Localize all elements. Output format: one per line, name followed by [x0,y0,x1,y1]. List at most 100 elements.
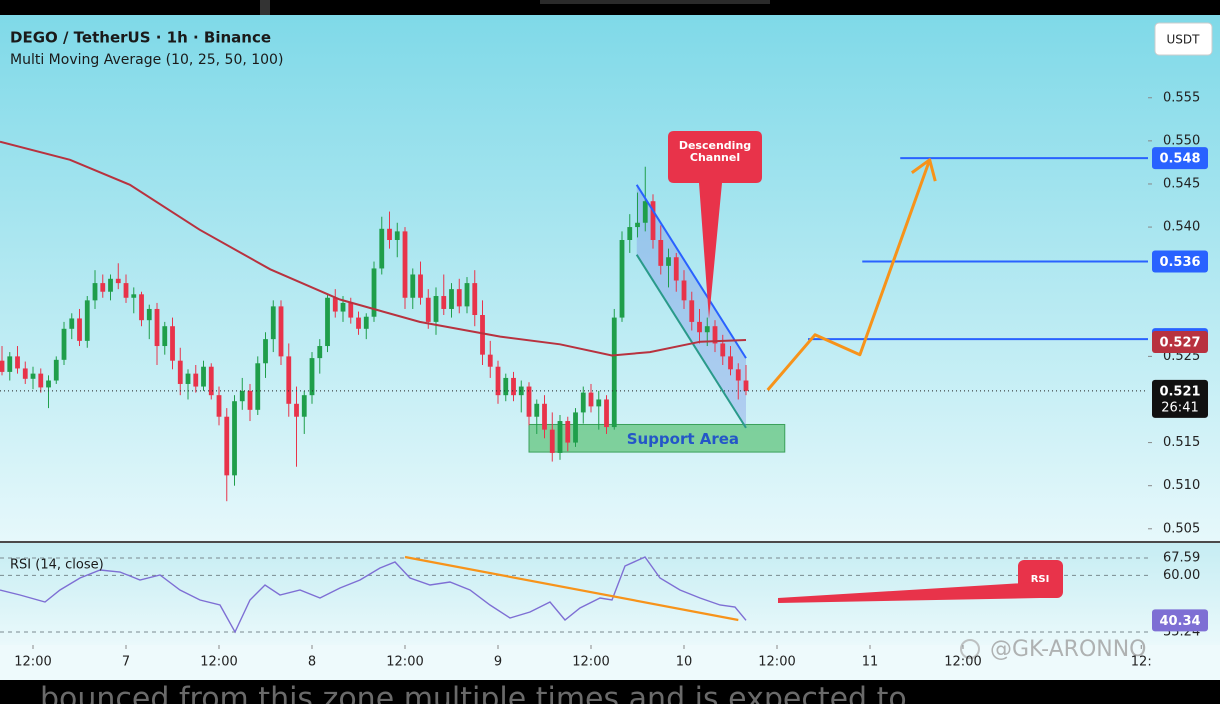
candle-body [239,390,245,402]
candle-body [704,326,710,333]
y-tick-label: 0.510 [1163,478,1200,493]
candle-body [619,240,625,318]
candle-body [224,416,230,476]
candle-body [108,278,113,292]
candle-body [22,368,28,379]
candle-body [30,373,36,379]
candle-body [170,326,175,361]
x-tick-label: 12:00 [14,655,51,670]
candle-body [487,354,493,367]
candle-body [193,373,199,387]
candle-body [232,401,237,476]
projection [766,159,932,391]
candle-body [712,326,718,344]
channel-lower [635,254,747,429]
candle-body [379,228,385,269]
candle-body [286,356,292,404]
countdown: 26:41 [1161,400,1198,415]
candle-body [743,380,749,391]
x-tick-label: 8 [308,655,316,670]
y-tick-label: 0.555 [1163,90,1200,105]
candle-body [495,366,501,396]
candle-body [216,395,222,417]
current-price-bg [1152,379,1208,418]
currency-box[interactable] [1154,22,1213,56]
rsi-tick-label: 60.00 [1163,568,1200,583]
candle-body [464,283,470,307]
candle-body [642,201,648,223]
candle-body [317,346,323,359]
candle-body [139,294,144,321]
candle-body [480,315,485,355]
candle-body [255,363,261,410]
support-label: Support Area [627,430,739,448]
candle-body [650,201,656,240]
currency[interactable]: USDT [1167,33,1201,47]
y-tick-label: 0.545 [1163,176,1200,191]
y-tick-label: 0.540 [1163,220,1200,235]
current-price: 0.521 [1159,384,1200,399]
x-tick-label: 12:00 [758,655,795,670]
candle-body [46,380,51,388]
channel-upper [635,184,747,359]
rsi-annotation: RSI [1031,574,1050,585]
candle-body [387,228,392,240]
candle-body [673,257,679,281]
candle-body [77,318,82,341]
x-tick-label: 12:00 [944,655,981,670]
x-tick-label: 12:00 [386,655,423,670]
candle-body [511,377,516,396]
rsi-arrow [778,582,1040,603]
candle-body [418,274,423,298]
ma-badge-bg [1152,331,1208,353]
level-badge: 0.536 [1159,255,1200,270]
candle-body [689,300,695,322]
candle-body [92,283,98,301]
candle-body [301,395,307,417]
candle-body [402,231,408,298]
candle-body [549,429,555,453]
labels: DEGO / TetherUS · 1h · Binance Multi Mov… [10,22,1213,704]
x-tick-label: 7 [122,655,130,670]
candle-body [309,358,315,396]
candle-body [611,317,617,428]
candle-body [565,421,571,443]
candle-body [15,356,20,369]
candle-body [596,399,602,407]
candle-body [449,289,454,309]
candle-body [123,283,129,298]
candle-body [433,296,439,322]
x-tick-label: 12:00 [572,655,609,670]
candle-body [69,318,75,329]
candle-body [588,392,594,407]
chart-subtitle: Multi Moving Average (10, 25, 50, 100) [10,52,283,68]
rsi-tick-label: 67.59 [1163,551,1200,566]
x-tick-label: 11 [862,655,879,670]
candle-body [162,326,168,347]
projection-arrowhead [910,158,937,182]
candle-body [542,403,547,430]
x-tick-label: 10 [676,655,693,670]
candle-body [278,306,284,357]
candle-body [154,308,160,347]
candle-body [627,227,633,240]
candle-body [185,373,191,384]
candle-body [325,297,330,347]
candle-body [247,390,253,410]
candle-body [456,289,462,307]
chart-title: DEGO / TetherUS · 1h · Binance [10,29,271,47]
candle-body [0,360,5,372]
x-tick-label: 9 [494,655,502,670]
moving-average [0,140,747,357]
support-zone [528,423,786,453]
level-badge-bg [1152,147,1208,170]
candle-body [573,412,578,443]
y-tick-label: 0.550 [1163,133,1200,148]
candle-body [604,399,609,428]
candle-body [61,328,67,360]
candle-body [697,321,702,333]
candle-body [294,403,299,417]
candle-body [270,306,276,340]
watermark: @GK-ARONNO [990,637,1147,662]
